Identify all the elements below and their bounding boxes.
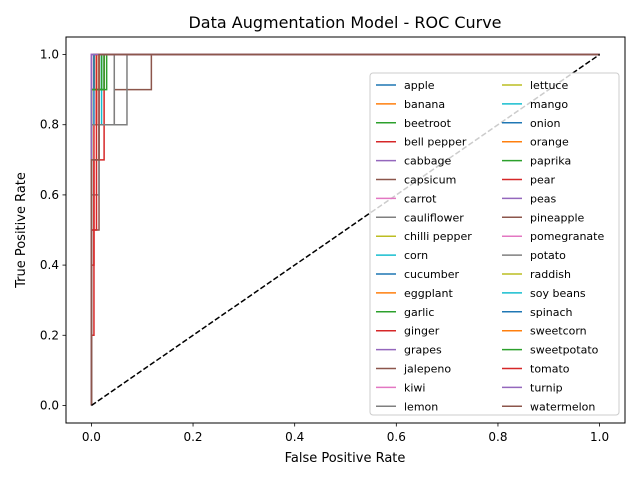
- legend-entry: lettuce: [502, 79, 568, 92]
- y-tick-label: 0.2: [40, 328, 59, 342]
- legend-entry: kiwi: [376, 381, 425, 394]
- legend-label: turnip: [530, 381, 563, 394]
- legend-entry: eggplant: [376, 287, 453, 300]
- legend-label: bell pepper: [404, 136, 467, 149]
- legend-entry: soy beans: [502, 287, 586, 300]
- legend-label: ginger: [404, 325, 440, 338]
- legend-label: peas: [530, 192, 556, 205]
- legend-entry: chilli pepper: [376, 230, 472, 243]
- y-axis-ticks: 0.0 0.2 0.4 0.6 0.8 1.0: [40, 48, 66, 412]
- legend-label: tomato: [530, 363, 570, 376]
- x-tick-label: 0.0: [82, 430, 101, 444]
- x-axis-label: False Positive Rate: [285, 451, 406, 466]
- legend-entry: ginger: [376, 325, 440, 338]
- legend-entry: garlic: [376, 306, 434, 319]
- legend-label: corn: [404, 249, 428, 262]
- legend-label: mango: [530, 98, 568, 111]
- x-tick-label: 0.2: [183, 430, 202, 444]
- legend-entry: watermelon: [502, 400, 595, 413]
- legend-entry: peas: [502, 192, 556, 205]
- legend-label: onion: [530, 117, 560, 130]
- legend-label: carrot: [404, 192, 437, 205]
- legend-entry: apple: [376, 79, 435, 92]
- legend-label: garlic: [404, 306, 434, 319]
- legend-entry: spinach: [502, 306, 573, 319]
- legend-label: grapes: [404, 344, 442, 357]
- y-tick-label: 0.4: [40, 258, 59, 272]
- legend-label: kiwi: [404, 381, 425, 394]
- legend-label: apple: [404, 79, 435, 92]
- legend-entry: lemon: [376, 400, 438, 413]
- chart-title: Data Augmentation Model - ROC Curve: [188, 13, 501, 32]
- legend-entry: cucumber: [376, 268, 460, 281]
- legend-box: [369, 72, 620, 416]
- legend-entry: corn: [376, 249, 428, 262]
- legend-label: sweetpotato: [530, 344, 599, 357]
- y-tick-label: 0.8: [40, 118, 59, 132]
- legend-entry: bell pepper: [376, 136, 467, 149]
- legend-label: watermelon: [530, 400, 595, 413]
- y-axis-label: True Positive Rate: [14, 172, 29, 289]
- series-line-watermelon: [90, 53, 600, 406]
- x-tick-label: 0.4: [285, 430, 304, 444]
- legend-entry: capsicum: [376, 174, 456, 187]
- legend-entry: pineapple: [502, 211, 585, 224]
- legend-label: beetroot: [404, 117, 452, 130]
- legend-label: spinach: [530, 306, 573, 319]
- legend-label: soy beans: [530, 287, 586, 300]
- y-tick-label: 0.6: [40, 188, 59, 202]
- x-tick-label: 0.6: [387, 430, 406, 444]
- legend-entry: turnip: [502, 381, 563, 394]
- legend-label: jalepeno: [403, 363, 451, 376]
- legend-label: pomegranate: [530, 230, 604, 243]
- x-tick-label: 1.0: [590, 430, 609, 444]
- legend-label: banana: [404, 98, 445, 111]
- legend-entry: raddish: [502, 268, 571, 281]
- y-tick-label: 1.0: [40, 48, 59, 62]
- legend-entry: banana: [376, 98, 445, 111]
- y-tick-label: 0.0: [40, 398, 59, 412]
- legend: apple banana beetroot bell pepper cabbage cap…: [369, 72, 620, 416]
- legend-entry: paprika: [502, 155, 571, 168]
- legend-entry: tomato: [502, 363, 570, 376]
- legend-label: potato: [530, 249, 566, 262]
- legend-label: paprika: [530, 155, 571, 168]
- legend-entry: beetroot: [376, 117, 452, 130]
- x-tick-label: 0.8: [488, 430, 507, 444]
- legend-entry: pomegranate: [502, 230, 604, 243]
- x-axis-ticks: 0.0 0.2 0.4 0.6 0.8 1.0: [82, 423, 609, 444]
- legend-label: cabbage: [404, 155, 451, 168]
- legend-label: pineapple: [530, 211, 585, 224]
- legend-entry: cauliflower: [376, 211, 464, 224]
- legend-label: lemon: [404, 400, 438, 413]
- legend-label: raddish: [530, 268, 571, 281]
- legend-label: orange: [530, 136, 569, 149]
- legend-entry: orange: [502, 136, 569, 149]
- legend-entry: potato: [502, 249, 566, 262]
- legend-entry: pear: [502, 174, 555, 187]
- legend-label: cucumber: [404, 268, 460, 281]
- legend-label: lettuce: [530, 79, 568, 92]
- legend-entry: sweetcorn: [502, 325, 587, 338]
- legend-label: eggplant: [404, 287, 453, 300]
- legend-label: capsicum: [404, 174, 456, 187]
- plot-frame: [65, 36, 626, 424]
- legend-entry: cabbage: [376, 155, 451, 168]
- legend-entry: onion: [502, 117, 560, 130]
- legend-entry: carrot: [376, 192, 437, 205]
- legend-label: chilli pepper: [404, 230, 472, 243]
- legend-entry: grapes: [376, 344, 442, 357]
- legend-entry: sweetpotato: [502, 344, 599, 357]
- series-layer: [90, 53, 600, 406]
- legend-label: pear: [530, 174, 555, 187]
- legend-label: sweetcorn: [530, 325, 587, 338]
- legend-entry: mango: [502, 98, 568, 111]
- legend-label: cauliflower: [404, 211, 464, 224]
- legend-entry: jalepeno: [376, 363, 451, 376]
